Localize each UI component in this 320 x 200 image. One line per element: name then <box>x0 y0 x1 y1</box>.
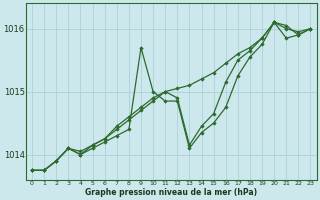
X-axis label: Graphe pression niveau de la mer (hPa): Graphe pression niveau de la mer (hPa) <box>85 188 257 197</box>
